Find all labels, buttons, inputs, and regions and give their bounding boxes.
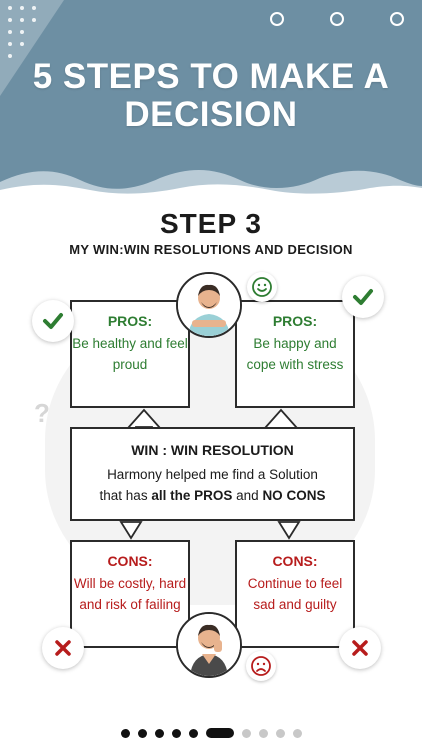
win-line2-bold2: NO CONS xyxy=(262,488,325,503)
cons-left-heading: CONS: xyxy=(72,553,188,569)
page-dot[interactable] xyxy=(242,729,251,738)
page-title: 5 STEPS TO MAKE A DECISION xyxy=(0,58,422,134)
pros-right-heading: PROS: xyxy=(237,313,353,329)
cons-right-text: Continue to feel sad and guilty xyxy=(237,573,353,615)
cons-right-heading: CONS: xyxy=(237,553,353,569)
cross-icon xyxy=(42,627,84,669)
page-dot[interactable] xyxy=(155,729,164,738)
step-card: STEP 3 MY WIN:WIN RESOLUTIONS AND DECISI… xyxy=(0,200,422,750)
circle-decoration xyxy=(270,12,284,26)
win-line2-prefix: that has xyxy=(100,488,148,503)
pros-right-card: PROS: Be happy and cope with stress xyxy=(235,300,355,408)
circle-decoration xyxy=(330,12,344,26)
pros-left-heading: PROS: xyxy=(72,313,188,329)
page-dot[interactable] xyxy=(189,729,198,738)
win-heading: WIN : WIN RESOLUTION xyxy=(72,442,353,458)
smile-emoji-icon xyxy=(247,272,277,302)
page-dot[interactable] xyxy=(293,729,302,738)
page-indicator xyxy=(0,728,422,738)
header-banner: 5 STEPS TO MAKE A DECISION xyxy=(0,0,422,200)
happy-person-avatar xyxy=(176,272,242,338)
page-dot[interactable] xyxy=(138,729,147,738)
win-line1: Harmony helped me find a Solution xyxy=(107,467,318,482)
decorative-circles xyxy=(270,12,404,26)
cons-left-card: CONS: Will be costly, hard and risk of f… xyxy=(70,540,190,648)
pros-left-card: PROS: Be healthy and feel proud xyxy=(70,300,190,408)
cons-left-text: Will be costly, hard and risk of failing xyxy=(72,573,188,615)
worried-person-avatar xyxy=(176,612,242,678)
page-dot[interactable] xyxy=(172,729,181,738)
page-dot-active[interactable] xyxy=(206,728,234,738)
win-line2-mid: and xyxy=(236,488,259,503)
win-line2-bold1: all the PROS xyxy=(151,488,232,503)
cons-right-card: CONS: Continue to feel sad and guilty xyxy=(235,540,355,648)
check-icon xyxy=(32,300,74,342)
page-dot[interactable] xyxy=(121,729,130,738)
pros-left-text: Be healthy and feel proud xyxy=(72,333,188,375)
sad-emoji-icon xyxy=(246,651,276,681)
cross-icon xyxy=(339,627,381,669)
win-text: Harmony helped me find a Solution that h… xyxy=(72,464,353,506)
wave-decoration xyxy=(0,160,422,200)
circle-decoration xyxy=(390,12,404,26)
page-dot[interactable] xyxy=(259,729,268,738)
check-icon xyxy=(342,276,384,318)
win-win-resolution-card: WIN : WIN RESOLUTION Harmony helped me f… xyxy=(70,427,355,521)
pros-right-text: Be happy and cope with stress xyxy=(237,333,353,375)
page-dot[interactable] xyxy=(276,729,285,738)
